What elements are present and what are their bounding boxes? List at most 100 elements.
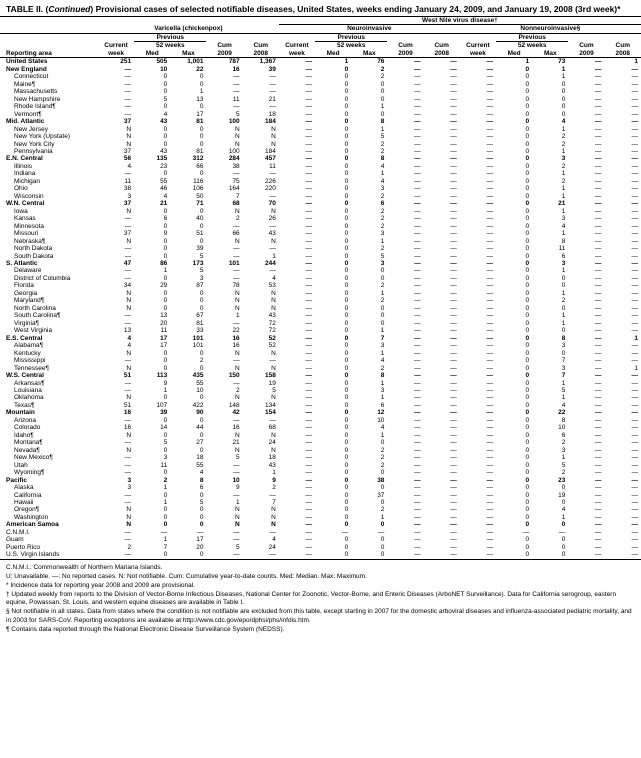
cell: 0 — [496, 514, 532, 521]
row-label: South Dakota — [0, 253, 98, 260]
cell: 55 — [134, 178, 170, 185]
cell: — — [568, 521, 604, 528]
cell: — — [206, 529, 242, 536]
cell: 0 — [532, 88, 568, 95]
cell: 17 — [134, 342, 170, 349]
cell: 3 — [351, 230, 387, 237]
cell: 66 — [206, 230, 242, 237]
cell: — — [605, 275, 641, 282]
table-body: United States2515051,0017871,367—176———1… — [0, 58, 641, 559]
table-row: New England—10221639—02———01—— — [0, 66, 641, 73]
cell: — — [206, 267, 242, 274]
cell: — — [424, 253, 460, 260]
cell: 0 — [315, 536, 351, 543]
cell: 0 — [170, 432, 206, 439]
cell: 1 — [532, 312, 568, 319]
cell: — — [387, 267, 423, 274]
cell: 53 — [243, 282, 279, 289]
cell: 1 — [351, 126, 387, 133]
row-label: Arizona — [0, 417, 98, 424]
cell: 0 — [315, 551, 351, 559]
row-label: Connecticut — [0, 73, 98, 80]
cell: — — [387, 223, 423, 230]
cell: N — [243, 506, 279, 513]
cell: — — [460, 133, 496, 140]
row-label: Pennsylvania — [0, 148, 98, 155]
cell: — — [98, 111, 134, 118]
table-row: New York CityN00NN—02———02—— — [0, 141, 641, 148]
cell: — — [279, 380, 315, 387]
cell: 148 — [206, 402, 242, 409]
cell: 1 — [351, 170, 387, 177]
cell: — — [424, 290, 460, 297]
cell: — — [387, 282, 423, 289]
cell: — — [387, 327, 423, 334]
cell: 42 — [206, 409, 242, 416]
cell: 1 — [206, 499, 242, 506]
cell: — — [424, 439, 460, 446]
cell: — — [605, 499, 641, 506]
cell: 0 — [170, 81, 206, 88]
row-label: Wisconsin — [0, 193, 98, 200]
cell: 3 — [532, 342, 568, 349]
cell: 0 — [532, 81, 568, 88]
cell: 0 — [496, 409, 532, 416]
cell: N — [206, 305, 242, 312]
prev-b: Previous — [315, 33, 387, 41]
cell: — — [387, 170, 423, 177]
cell: 0 — [496, 193, 532, 200]
cell: 0 — [315, 73, 351, 80]
cell: — — [424, 267, 460, 274]
cell: 1 — [605, 365, 641, 372]
cell: — — [460, 357, 496, 364]
cell: — — [424, 193, 460, 200]
cell: 4 — [351, 357, 387, 364]
cell: — — [387, 387, 423, 394]
cell: — — [460, 66, 496, 73]
cell: 0 — [170, 126, 206, 133]
h-52w-c: 52 weeks — [496, 42, 568, 50]
cell: 3 — [134, 454, 170, 461]
cell: — — [568, 118, 604, 125]
cell: 0 — [315, 544, 351, 551]
row-label: South Carolina¶ — [0, 312, 98, 319]
cell: 0 — [315, 81, 351, 88]
cell: 0 — [496, 439, 532, 446]
cell: — — [460, 81, 496, 88]
cell: — — [460, 514, 496, 521]
cell: 3 — [532, 447, 568, 454]
cell: N — [206, 365, 242, 372]
h-cum-a1: Cum — [206, 42, 242, 50]
cell: N — [206, 126, 242, 133]
cell: 2 — [532, 141, 568, 148]
cell: 284 — [206, 155, 242, 162]
cell: 2 — [351, 454, 387, 461]
cell: — — [387, 469, 423, 476]
cell: 1 — [351, 514, 387, 521]
cell: 0 — [315, 103, 351, 110]
cell: 0 — [532, 536, 568, 543]
cell: — — [424, 506, 460, 513]
cell: 2 — [532, 469, 568, 476]
cell: — — [424, 477, 460, 484]
cell: — — [387, 133, 423, 140]
cell: 0 — [170, 492, 206, 499]
cell: 34 — [98, 282, 134, 289]
cell: — — [605, 141, 641, 148]
cell: — — [424, 305, 460, 312]
cell: — — [279, 409, 315, 416]
cell: 2 — [351, 462, 387, 469]
cell: 457 — [243, 155, 279, 162]
cell: — — [387, 148, 423, 155]
cell: 0 — [496, 200, 532, 207]
cell: — — [206, 469, 242, 476]
cell: 4 — [532, 506, 568, 513]
cell: 0 — [496, 103, 532, 110]
cell: 26 — [243, 215, 279, 222]
cell: 56 — [98, 155, 134, 162]
cell: — — [424, 402, 460, 409]
cell: 0 — [315, 275, 351, 282]
cell: 1 — [532, 193, 568, 200]
cell: — — [568, 447, 604, 454]
cell: 0 — [315, 118, 351, 125]
